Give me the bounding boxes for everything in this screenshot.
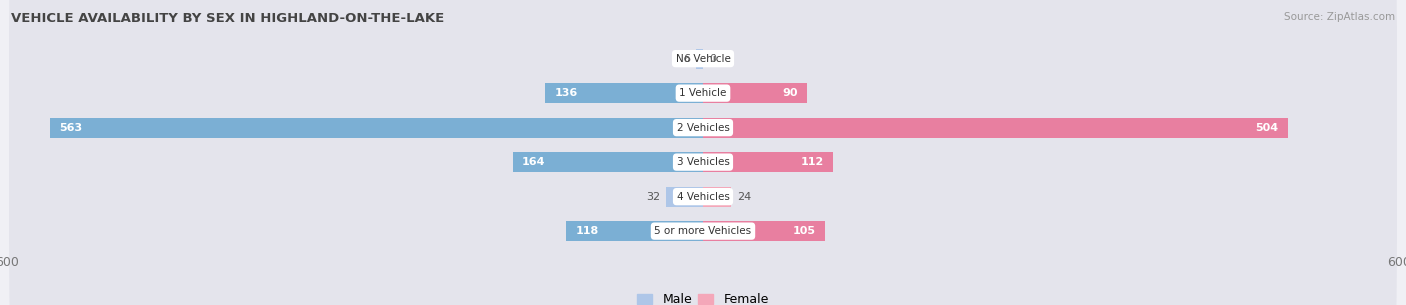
Text: 5 or more Vehicles: 5 or more Vehicles <box>654 226 752 236</box>
FancyBboxPatch shape <box>10 0 1396 305</box>
Text: 24: 24 <box>737 192 751 202</box>
Text: 112: 112 <box>800 157 824 167</box>
Text: 32: 32 <box>645 192 659 202</box>
Text: 2 Vehicles: 2 Vehicles <box>676 123 730 133</box>
Bar <box>703 152 832 172</box>
Text: 0: 0 <box>709 54 716 64</box>
Text: 4 Vehicles: 4 Vehicles <box>676 192 730 202</box>
Bar <box>703 187 731 206</box>
Legend: Male, Female: Male, Female <box>633 288 773 305</box>
Bar <box>666 187 703 206</box>
Text: 1 Vehicle: 1 Vehicle <box>679 88 727 98</box>
FancyBboxPatch shape <box>10 9 1396 305</box>
Bar <box>51 118 703 138</box>
Text: 164: 164 <box>522 157 546 167</box>
Text: 504: 504 <box>1256 123 1278 133</box>
Text: 3 Vehicles: 3 Vehicles <box>676 157 730 167</box>
Bar <box>567 221 703 241</box>
Bar <box>513 152 703 172</box>
Bar <box>703 83 807 103</box>
FancyBboxPatch shape <box>10 0 1396 305</box>
Text: 118: 118 <box>575 226 599 236</box>
FancyBboxPatch shape <box>10 0 1396 305</box>
FancyBboxPatch shape <box>10 0 1396 280</box>
Bar <box>703 118 1288 138</box>
Bar <box>546 83 703 103</box>
Text: Source: ZipAtlas.com: Source: ZipAtlas.com <box>1284 12 1395 22</box>
Text: 90: 90 <box>783 88 799 98</box>
Bar <box>696 48 703 69</box>
FancyBboxPatch shape <box>10 0 1396 305</box>
Text: 136: 136 <box>554 88 578 98</box>
Text: No Vehicle: No Vehicle <box>675 54 731 64</box>
Bar <box>703 221 825 241</box>
Text: 105: 105 <box>793 226 815 236</box>
Text: 563: 563 <box>59 123 83 133</box>
Text: 6: 6 <box>683 54 690 64</box>
Text: VEHICLE AVAILABILITY BY SEX IN HIGHLAND-ON-THE-LAKE: VEHICLE AVAILABILITY BY SEX IN HIGHLAND-… <box>11 12 444 25</box>
